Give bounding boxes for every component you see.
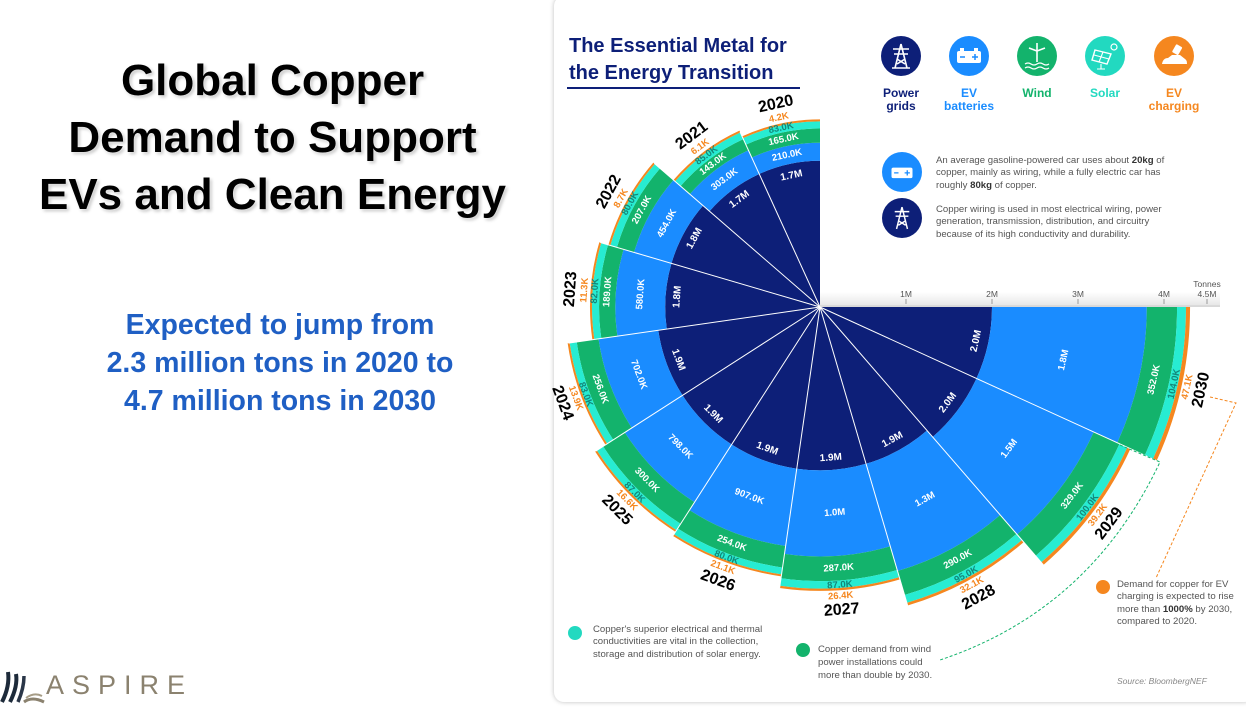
infographic-title: The Essential Metal for the Energy Trans… <box>569 33 787 87</box>
note-power-grids: Copper wiring is used in most electrical… <box>936 204 1162 240</box>
subtitle-line: 2.3 million tons in 2020 to <box>106 347 454 379</box>
legend-solar: Solar <box>1065 36 1145 100</box>
legend-label: EV <box>1165 86 1182 100</box>
subtitle-line: 4.7 million tons in 2030 <box>123 385 436 417</box>
legend-ev-batteries: EV batteries <box>929 36 1009 113</box>
logo-text: ASPIRE <box>46 670 194 700</box>
subtitle-line: Expected to jump from <box>125 309 435 341</box>
wind-turbine-icon <box>1017 36 1057 76</box>
battery-icon <box>949 36 989 76</box>
power-tower-icon <box>882 198 922 238</box>
headline-line: Demand to Support <box>68 113 477 162</box>
source-note: Source: BloombergNEF <box>1117 676 1207 686</box>
legend-label: Power <box>882 86 919 100</box>
battery-icon <box>882 152 922 192</box>
solar-panel-icon <box>568 626 582 640</box>
note-ev-batteries: An average gasoline-powered car uses abo… <box>936 155 1165 191</box>
legend-label: Wind <box>1022 86 1052 100</box>
legend-label: grids <box>886 99 916 113</box>
title-divider <box>567 87 800 89</box>
legend-label: EV <box>960 86 977 100</box>
note-solar: Copper's superior electrical and thermal… <box>593 624 763 660</box>
ev-charging-icon <box>1096 580 1110 594</box>
headline-line: Global Copper <box>120 56 425 105</box>
legend-label: Solar <box>1089 86 1120 100</box>
legend-wind: Wind <box>997 36 1077 100</box>
note-ev-charging: Demand for copper for EV charging is exp… <box>1117 579 1234 627</box>
solar-panel-icon <box>1085 36 1125 76</box>
headline-line: EVs and Clean Energy <box>38 170 507 219</box>
title-line: The Essential Metal for <box>569 35 787 57</box>
ev-charging-icon <box>1154 36 1194 76</box>
note-wind: Copper demand from wind power installati… <box>818 644 933 681</box>
aspire-logo: ASPIRE <box>0 668 200 704</box>
legend-label: batteries <box>943 99 995 113</box>
wind-turbine-icon <box>796 643 810 657</box>
aspire-logo-mark-icon <box>0 671 45 704</box>
slide-subtitle: Expected to jump from 2.3 million tons i… <box>0 306 560 420</box>
legend-label: charging <box>1148 99 1200 113</box>
legend-ev-charging: EV charging <box>1134 36 1214 113</box>
legend-power-grids: Power grids <box>861 36 941 113</box>
title-line: the Energy Transition <box>569 62 774 84</box>
power-tower-icon <box>881 36 921 76</box>
slide-headline: Global Copper Demand to Support EVs and … <box>0 52 545 223</box>
